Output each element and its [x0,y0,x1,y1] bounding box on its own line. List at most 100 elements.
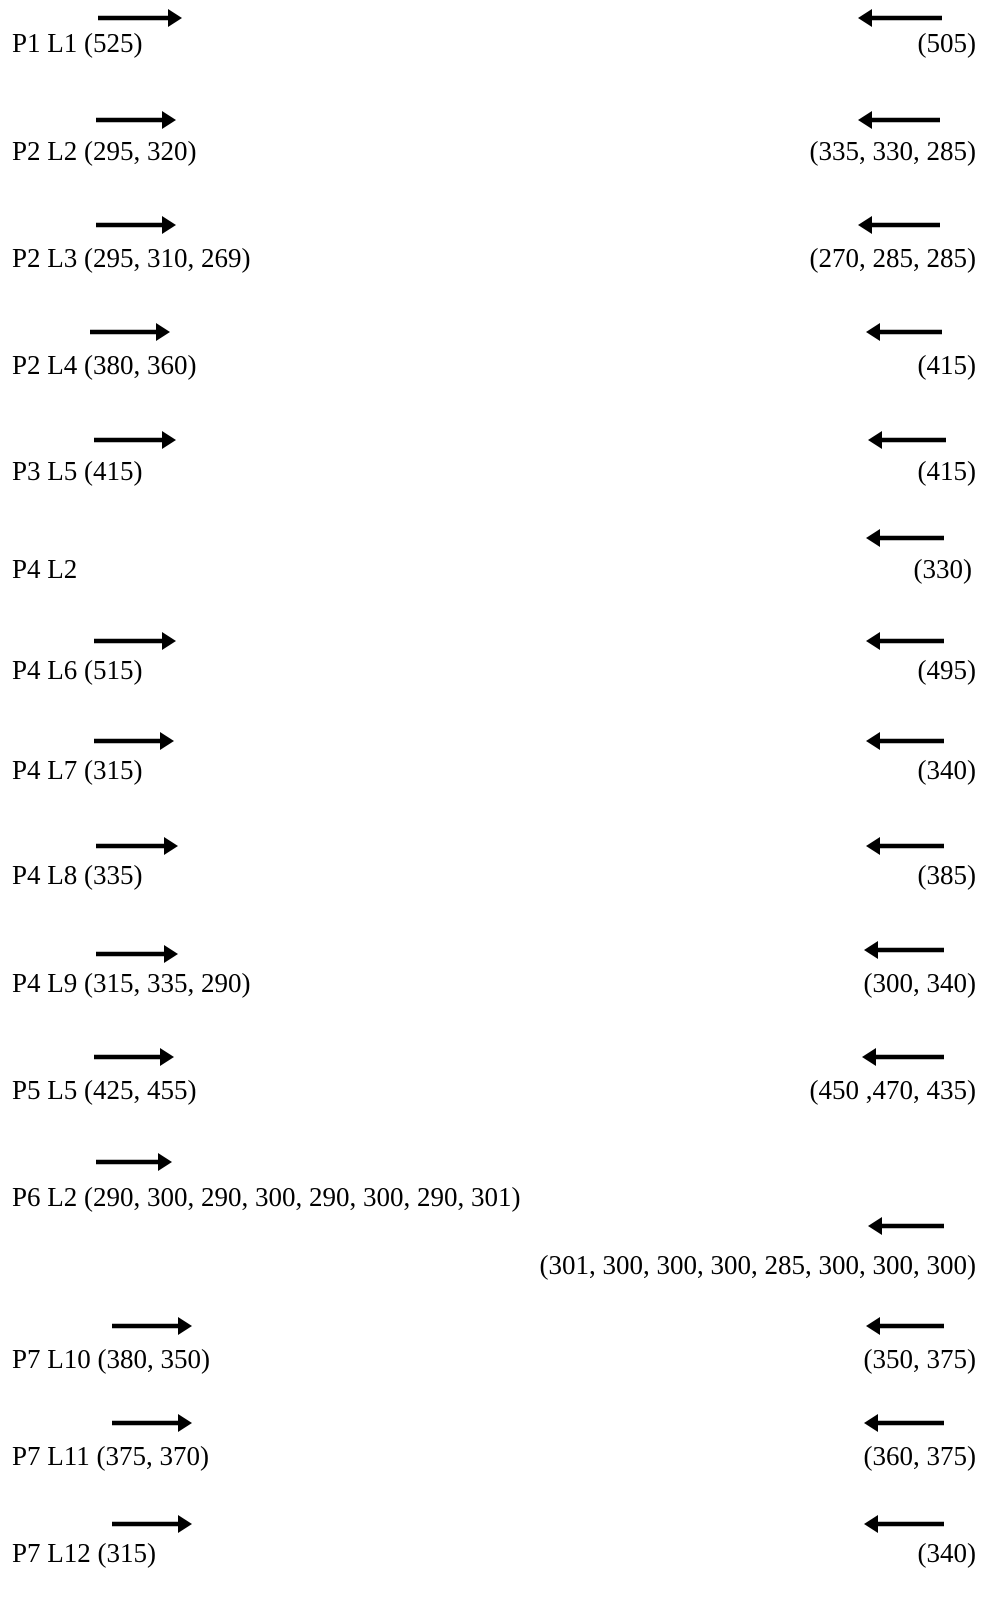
entry-left-values: (380, 350) [97,1344,210,1374]
right-arrow-icon [94,632,176,650]
left-arrow-icon [866,1317,944,1335]
entry-left-text: P4 L2 [12,554,77,584]
entry-left-text: P1 L1 (525) [12,28,143,58]
entry-left-text: P4 L9 (315, 335, 290) [12,968,251,998]
entry-right-values: (270, 285, 285) [809,243,976,273]
entry-row-p6-l2: P6 L2 (290, 300, 290, 300, 290, 300, 290… [0,1153,984,1224]
right-arrow-icon [96,837,178,855]
entry-label: P7 L12 [12,1538,91,1568]
entry-right-values: (415) [917,456,976,486]
entry-left-text: P7 L12 (315) [12,1538,156,1568]
entry-row-p3-l5: P3 L5 (415) (415) [0,431,984,498]
entry-label: P4 L7 [12,755,78,785]
entry-label: P2 L4 [12,350,78,380]
entry-right-values: (340) [917,1538,976,1568]
entry-row-p5-l5: P5 L5 (425, 455) (450 ,470, 435) [0,1048,984,1117]
entry-row-p4-l8: P4 L8 (335) (385) [0,837,984,902]
entry-left-values: (315, 335, 290) [84,968,251,998]
right-arrow-icon [94,431,176,449]
entry-row-p4-l6: P4 L6 (515) (495) [0,632,984,697]
left-arrow-icon [858,9,942,27]
entry-right-values: (301, 300, 300, 300, 285, 300, 300, 300) [539,1250,976,1280]
entry-left-text: P2 L2 (295, 320) [12,136,197,166]
left-arrow-icon [866,323,942,341]
right-arrow-icon [96,945,178,963]
entry-left-values: (290, 300, 290, 300, 290, 300, 290, 301) [84,1182,521,1212]
entry-label: P5 L5 [12,1075,78,1105]
right-arrow-icon [98,9,182,27]
entry-left-values: (380, 360) [84,350,197,380]
right-arrow-icon [94,1048,174,1066]
entry-label: P7 L11 [12,1441,90,1471]
entry-row-p7-l10: P7 L10 (380, 350) (350, 375) [0,1317,984,1386]
left-arrow-icon [858,111,940,129]
entry-right-values: (415) [917,350,976,380]
entry-label: P4 L6 [12,655,78,685]
entry-left-text: P3 L5 (415) [12,456,143,486]
entry-right-values: (450 ,470, 435) [809,1075,976,1105]
entry-label: P1 L1 [12,28,78,58]
entry-left-text: P7 L11 (375, 370) [12,1441,209,1471]
right-arrow-icon [112,1317,192,1335]
entry-label: P4 L9 [12,968,78,998]
entry-left-values: (515) [84,655,143,685]
right-arrow-icon [90,323,170,341]
entry-right-values: (505) [917,28,976,58]
entry-left-text: P2 L4 (380, 360) [12,350,197,380]
left-arrow-icon [858,216,940,234]
right-arrow-icon [96,216,176,234]
entry-row-p2-l4: P2 L4 (380, 360) (415) [0,323,984,392]
right-arrow-icon [112,1515,192,1533]
right-arrow-icon [94,732,174,750]
entry-right-values: (495) [917,655,976,685]
left-arrow-icon [866,837,944,855]
right-arrow-icon [96,1153,172,1171]
entry-left-values: (315) [84,755,143,785]
entry-right-values: (385) [917,860,976,890]
entry-left-values: (295, 310, 269) [84,243,251,273]
entry-label: P6 L2 [12,1182,78,1212]
entry-left-text: P4 L6 (515) [12,655,143,685]
entry-right-values: (330) [913,554,972,584]
left-arrow-icon [862,1048,944,1066]
entry-left-text: P4 L8 (335) [12,860,143,890]
right-arrow-icon [96,111,176,129]
entry-left-values: (295, 320) [84,136,197,166]
left-arrow-icon [864,941,944,959]
entry-label: P4 L2 [12,554,78,584]
entry-left-text: P7 L10 (380, 350) [12,1344,210,1374]
entry-right-values: (360, 375) [863,1441,976,1471]
entry-label: P7 L10 [12,1344,91,1374]
entry-row-p4-l2: P4 L2 (330) [0,529,984,596]
left-arrow-icon [868,1217,944,1235]
entry-left-values: (375, 370) [96,1441,209,1471]
entry-right-values: (300, 340) [863,968,976,998]
entry-right-values: (350, 375) [863,1344,976,1374]
left-arrow-icon [868,431,946,449]
entry-row-p1-l1: P1 L1 (525) (505) [0,9,984,70]
left-arrow-icon [864,1414,944,1432]
entry-right-values: (335, 330, 285) [809,136,976,166]
entry-left-values: (425, 455) [84,1075,197,1105]
entry-right-values: (340) [917,755,976,785]
left-arrow-icon [866,529,944,547]
entry-row-p4-l7: P4 L7 (315) (340) [0,732,984,797]
left-arrow-icon [866,732,944,750]
entry-left-values: (335) [84,860,143,890]
entry-label: P4 L8 [12,860,78,890]
left-arrow-icon [866,632,944,650]
entry-label: P3 L5 [12,456,78,486]
entry-left-text: P5 L5 (425, 455) [12,1075,197,1105]
left-arrow-icon [864,1515,944,1533]
entry-row-p7-l12: P7 L12 (315) (340) [0,1515,984,1580]
entry-left-text: P2 L3 (295, 310, 269) [12,243,251,273]
entry-row-p6-l2-continued: (301, 300, 300, 300, 285, 300, 300, 300) [0,1217,984,1292]
entry-row-p7-l11: P7 L11 (375, 370) (360, 375) [0,1414,984,1483]
entry-left-values: (315) [97,1538,156,1568]
right-arrow-icon [112,1414,192,1432]
entry-row-p4-l9: P4 L9 (315, 335, 290) (300, 340) [0,941,984,1010]
entry-left-values: (415) [84,456,143,486]
entry-left-text: P6 L2 (290, 300, 290, 300, 290, 300, 290… [12,1182,521,1212]
entry-row-p2-l2: P2 L2 (295, 320) (335, 330, 285) [0,111,984,178]
entry-label: P2 L2 [12,136,78,166]
